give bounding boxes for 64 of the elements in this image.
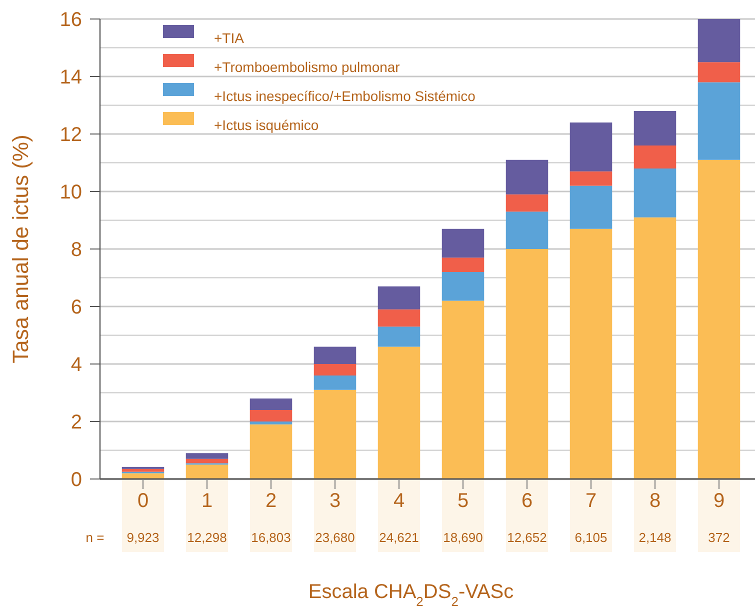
bar — [250, 398, 292, 410]
text: 16,803 — [251, 530, 291, 545]
y-tick-label: 2 — [70, 412, 82, 434]
text: 9,923 — [126, 530, 160, 545]
bar — [186, 458, 228, 464]
bar — [634, 111, 676, 146]
bar — [634, 146, 676, 168]
legend-label: +Ictus inespecífico/+Embolismo Sistémico — [214, 88, 476, 104]
x-axis-title: Escala CHA$_{2}$DS$_{2}$-VASc — [308, 581, 514, 606]
y-tick-label: 12 — [60, 124, 82, 146]
bar — [698, 19, 740, 62]
x-tick-label: 6 — [521, 490, 533, 512]
x-tick-label: 9 — [713, 490, 725, 512]
bar — [314, 376, 356, 390]
x-tick-label: 3 — [329, 490, 341, 512]
bar — [506, 194, 548, 212]
x-tick-label: 4 — [393, 490, 405, 512]
y-tick-label: 0 — [70, 469, 82, 491]
text: 23,680 — [315, 530, 355, 545]
text: 372 — [708, 530, 730, 545]
text: 12,298 — [187, 530, 227, 545]
bar — [442, 272, 484, 301]
y-axis-title: Tasa anual de ictus (%) — [8, 134, 33, 364]
text: 18,690 — [443, 530, 483, 545]
bar — [314, 364, 356, 376]
x-tick-label: 2 — [265, 490, 277, 512]
bar — [506, 212, 548, 249]
text: 24,621 — [379, 530, 419, 545]
bar — [378, 286, 420, 310]
bar — [122, 468, 164, 472]
x-tick-label: 0 — [137, 490, 149, 512]
bar — [506, 160, 548, 194]
legend-label: +Tromboembolismo pulmonar — [214, 59, 400, 75]
bar — [186, 453, 228, 459]
bar — [442, 228, 484, 258]
y-tick-label: 8 — [70, 239, 82, 261]
bar — [570, 122, 612, 172]
y-tick-label: 14 — [60, 66, 82, 88]
bar — [314, 346, 356, 364]
y-tick-label: 10 — [60, 182, 82, 204]
bar — [186, 464, 228, 479]
legend-label: +Ictus isquémico — [214, 117, 319, 133]
x-tick-label: 5 — [457, 490, 469, 512]
bar — [698, 82, 740, 160]
text: 2,148 — [638, 530, 672, 545]
bar — [570, 186, 612, 229]
y-tick-label: 4 — [70, 354, 82, 376]
bar — [442, 258, 484, 272]
bar — [570, 171, 612, 186]
text: n = — [86, 530, 104, 545]
bar — [698, 62, 740, 82]
y-tick-label: 16 — [60, 9, 82, 31]
y-tick-label: 6 — [70, 296, 82, 318]
bar — [378, 309, 420, 327]
text: 6,105 — [574, 530, 608, 545]
x-tick-label: 1 — [201, 490, 213, 512]
x-tick-label: 8 — [649, 490, 661, 512]
legend-label: +TIA — [214, 30, 245, 46]
bar — [378, 326, 420, 347]
bar — [250, 410, 292, 422]
x-tick-label: 7 — [585, 490, 597, 512]
text: 12,652 — [507, 530, 547, 545]
bar — [250, 422, 292, 424]
bar — [634, 168, 676, 218]
